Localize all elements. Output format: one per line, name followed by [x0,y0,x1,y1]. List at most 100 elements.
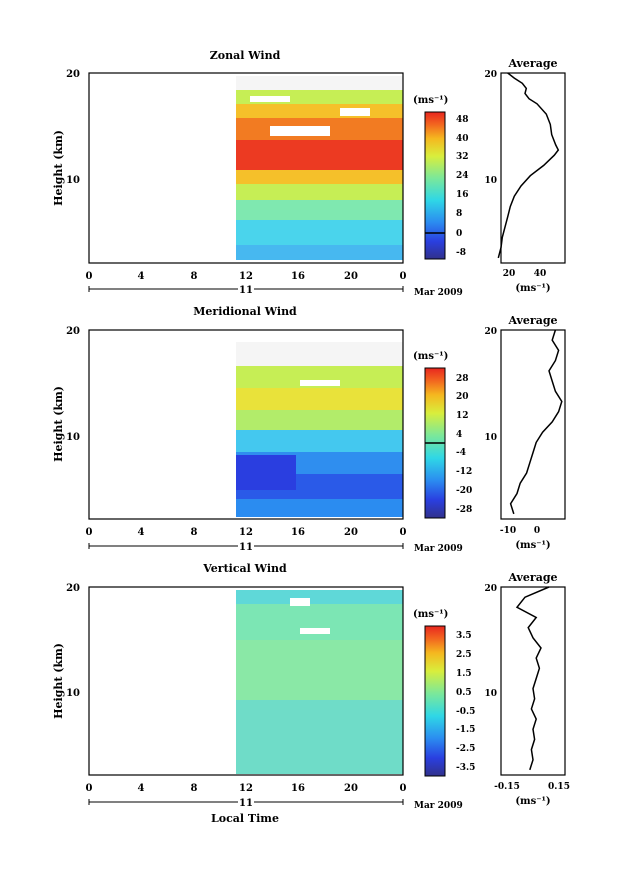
meridional-day-bar: 11 Mar 2009 [88,540,463,554]
vertical-xtick-4: 4 [138,783,145,794]
local-time-label: Local Time [211,812,279,825]
meridional-heatmap [236,342,403,517]
zonal-xtick-16: 16 [291,271,305,282]
vertical-plot-frame [88,586,404,776]
zonal-plot-frame [88,72,404,264]
zonal-cb-tick-16: 16 [456,190,469,200]
zonal-day-bar: 11 Mar 2009 [88,283,463,298]
meridional-xtick-16: 16 [291,527,305,538]
meridional-average-profile-line [509,329,563,515]
zonal-date-label: Mar 2009 [414,288,463,298]
meridional-xticks: 0 4 8 12 16 20 0 [86,527,407,538]
zonal-colorbar-unit: (ms⁻¹) [413,95,448,106]
zonal-avg-title: Average [507,57,557,70]
vertical-xtick-20: 20 [344,783,358,794]
zonal-xtick-24: 0 [400,271,407,282]
zonal-wind-panel: Zonal Wind Height (km) 20 10 0 4 8 12 16 [52,49,566,298]
zonal-avg-ytick-10: 10 [484,176,497,186]
vertical-avg-title: Average [507,571,557,584]
vertical-xtick-24: 0 [400,783,407,794]
meridional-avg-ytick-10: 10 [484,433,497,443]
zonal-xtick-20: 20 [344,271,358,282]
meridional-cb-tick-m20: -20 [456,486,472,496]
meridional-ytick-10: 10 [66,432,80,443]
zonal-avg-frame [500,72,566,264]
meridional-cb-tick-m28: -28 [456,505,472,515]
vertical-average-panel: Average 20 10 -0.15 0.15 (ms⁻¹) [484,571,569,807]
meridional-cb-tick-m4: -4 [456,448,466,458]
vertical-cb-tick-1.5: 1.5 [456,669,472,679]
meridional-avg-frame [500,329,566,520]
zonal-avg-xlabel: (ms⁻¹) [515,283,550,294]
meridional-colorbar-unit: (ms⁻¹) [413,351,448,362]
zonal-cb-tick-48: 48 [456,115,469,125]
meridional-cb-tick-m12: -12 [456,467,472,477]
zonal-avg-xtick-40: 40 [534,269,547,279]
vertical-xtick-8: 8 [191,783,198,794]
meridional-xtick-20: 20 [344,527,358,538]
zonal-ytick-10: 10 [66,175,80,186]
vertical-avg-frame [500,586,566,776]
zonal-xtick-8: 8 [191,271,198,282]
meridional-xtick-0: 0 [86,527,93,538]
vertical-cb-tick-3.5: 3.5 [456,631,472,641]
meridional-cb-tick-20: 20 [456,392,469,402]
zonal-xtick-0: 0 [86,271,93,282]
zonal-cb-tick-0: 0 [456,229,462,239]
vertical-avg-ytick-20: 20 [484,584,497,594]
meridional-xtick-24: 0 [400,527,407,538]
vertical-cb-tick-2.5: 2.5 [456,650,472,660]
zonal-cb-tick-40: 40 [456,134,469,144]
vertical-cb-tick-0.5: 0.5 [456,688,472,698]
vertical-cb-tick-m2.5: -2.5 [456,744,475,754]
meridional-day-label: 11 [239,542,253,553]
meridional-avg-xtick-m10: -10 [500,526,516,536]
meridional-plot-frame [88,329,404,520]
meridional-title: Meridional Wind [193,305,297,318]
zonal-cb-tick-m8: -8 [456,248,466,258]
vertical-ytick-20: 20 [66,583,80,594]
vertical-day-label: 11 [239,798,253,809]
zonal-xtick-4: 4 [138,271,145,282]
vertical-date-label: Mar 2009 [414,801,463,811]
meridional-xtick-4: 4 [138,527,145,538]
vertical-wind-panel: Vertical Wind Height (km) 20 10 0 4 8 12… [52,562,570,825]
zonal-xticks: 0 4 8 12 16 20 0 [86,271,407,282]
meridional-avg-ytick-20: 20 [484,327,497,337]
meridional-ylabel: Height (km) [52,386,65,462]
vertical-avg-ytick-10: 10 [484,689,497,699]
meridional-wind-panel: Meridional Wind Height (km) 20 10 0 4 8 … [52,305,566,554]
vertical-cb-tick-m1.5: -1.5 [456,725,475,735]
zonal-colorbar: (ms⁻¹) 48 40 32 24 16 8 0 -8 [413,95,469,260]
meridional-avg-xtick-0: 0 [534,526,540,536]
zonal-avg-ytick-20: 20 [484,70,497,80]
meridional-ytick-20: 20 [66,326,80,337]
zonal-avg-xtick-20: 20 [503,269,516,279]
zonal-heatmap [236,76,403,260]
zonal-average-profile-line [497,72,560,259]
meridional-date-label: Mar 2009 [414,544,463,554]
zonal-cb-tick-24: 24 [456,171,469,181]
vertical-xtick-12: 12 [239,783,253,794]
meridional-average-panel: Average 20 10 -10 0 (ms⁻¹) [484,314,566,551]
vertical-ylabel: Height (km) [52,643,65,719]
meridional-cb-tick-28: 28 [456,374,469,384]
vertical-colorbar: (ms⁻¹) 3.5 2.5 1.5 0.5 -0.5 -1.5 -2.5 -3… [413,609,475,777]
zonal-cb-tick-8: 8 [456,209,462,219]
meridional-xtick-12: 12 [239,527,253,538]
vertical-xticks: 0 4 8 12 16 20 0 [86,783,407,794]
zonal-day-label: 11 [239,285,253,296]
vertical-xtick-16: 16 [291,783,305,794]
vertical-title: Vertical Wind [202,562,287,575]
vertical-day-bar: 11 Mar 2009 [88,796,463,811]
meridional-avg-xlabel: (ms⁻¹) [515,540,550,551]
vertical-avg-xtick-m0.15: -0.15 [494,782,520,792]
meridional-xtick-8: 8 [191,527,198,538]
meridional-colorbar: (ms⁻¹) 28 20 12 4 -4 -12 -20 -28 [413,351,472,519]
zonal-xtick-12: 12 [239,271,253,282]
meridional-cb-tick-12: 12 [456,411,469,421]
vertical-colorbar-unit: (ms⁻¹) [413,609,448,620]
vertical-average-profile-line [515,586,550,771]
zonal-cb-tick-32: 32 [456,152,469,162]
